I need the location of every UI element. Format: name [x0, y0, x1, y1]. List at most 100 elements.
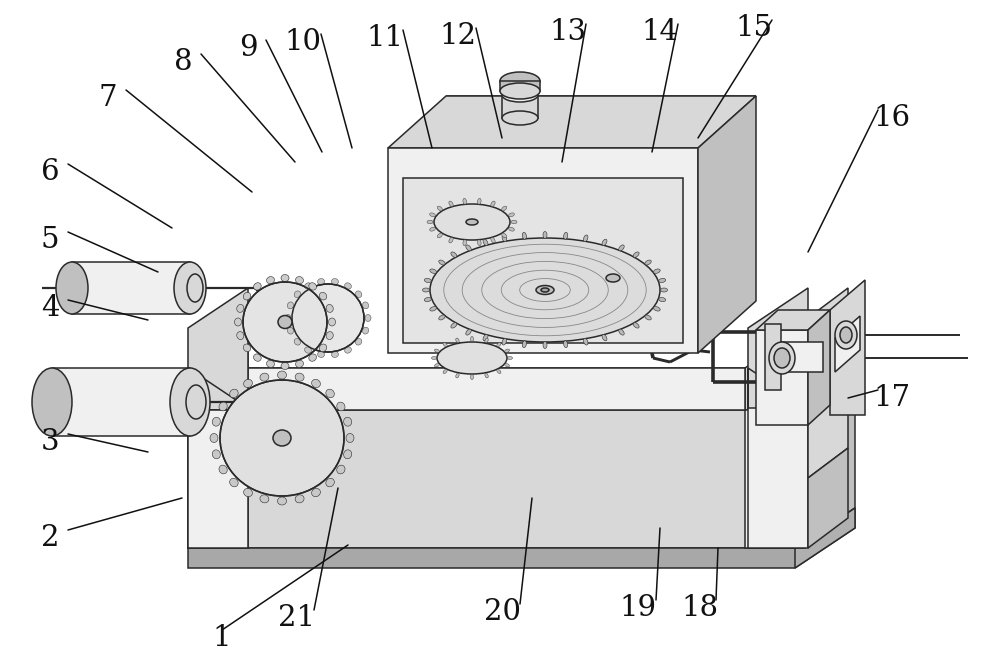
Ellipse shape [309, 354, 316, 361]
Polygon shape [188, 288, 248, 408]
Text: 14: 14 [642, 18, 678, 46]
Ellipse shape [305, 347, 311, 353]
Ellipse shape [220, 380, 344, 496]
Ellipse shape [243, 282, 327, 362]
Ellipse shape [318, 279, 325, 285]
Ellipse shape [509, 213, 514, 217]
Ellipse shape [466, 329, 471, 335]
Ellipse shape [278, 371, 287, 379]
Ellipse shape [337, 465, 345, 474]
Ellipse shape [466, 219, 478, 225]
Ellipse shape [483, 334, 488, 341]
Ellipse shape [502, 233, 507, 238]
Ellipse shape [331, 279, 338, 285]
Polygon shape [748, 288, 808, 408]
Ellipse shape [491, 201, 495, 207]
Ellipse shape [344, 450, 352, 459]
Ellipse shape [219, 465, 227, 474]
Ellipse shape [326, 305, 333, 313]
Ellipse shape [437, 233, 442, 238]
Ellipse shape [439, 315, 445, 320]
Ellipse shape [522, 232, 526, 239]
Polygon shape [72, 262, 190, 314]
Ellipse shape [564, 232, 568, 239]
Ellipse shape [508, 356, 512, 360]
Ellipse shape [427, 220, 433, 223]
Ellipse shape [355, 291, 362, 297]
Ellipse shape [237, 332, 244, 340]
Polygon shape [188, 368, 855, 410]
Text: 13: 13 [549, 18, 587, 46]
Polygon shape [248, 368, 745, 410]
Ellipse shape [602, 239, 607, 245]
Ellipse shape [502, 235, 507, 241]
Ellipse shape [278, 315, 292, 329]
Ellipse shape [254, 354, 261, 361]
Polygon shape [830, 280, 865, 415]
Polygon shape [188, 410, 248, 548]
Ellipse shape [659, 297, 666, 302]
Text: 20: 20 [484, 598, 520, 626]
Text: 2: 2 [41, 524, 59, 552]
Text: 12: 12 [440, 22, 477, 50]
Ellipse shape [522, 340, 526, 348]
Ellipse shape [365, 315, 371, 321]
Ellipse shape [319, 344, 327, 352]
Ellipse shape [449, 201, 453, 207]
Polygon shape [188, 328, 248, 410]
Ellipse shape [502, 88, 538, 102]
Text: 6: 6 [41, 158, 59, 186]
Text: 18: 18 [681, 594, 719, 622]
Polygon shape [756, 330, 808, 425]
Polygon shape [500, 81, 540, 91]
Ellipse shape [244, 379, 252, 388]
Ellipse shape [437, 342, 507, 374]
Ellipse shape [355, 338, 362, 345]
Ellipse shape [187, 274, 203, 302]
Ellipse shape [326, 478, 334, 487]
Ellipse shape [318, 351, 325, 358]
Ellipse shape [491, 237, 495, 243]
Polygon shape [795, 368, 855, 548]
Ellipse shape [260, 373, 269, 381]
Polygon shape [835, 316, 860, 372]
Ellipse shape [645, 315, 651, 320]
Ellipse shape [319, 293, 327, 300]
Text: 17: 17 [873, 384, 911, 412]
Ellipse shape [439, 260, 445, 265]
Polygon shape [502, 95, 538, 118]
Ellipse shape [346, 434, 354, 442]
Ellipse shape [505, 364, 509, 367]
Ellipse shape [500, 83, 540, 99]
Ellipse shape [237, 305, 244, 313]
Polygon shape [698, 96, 756, 353]
Ellipse shape [659, 279, 666, 283]
Ellipse shape [485, 338, 488, 343]
Ellipse shape [536, 285, 554, 295]
Text: 9: 9 [239, 34, 257, 62]
Polygon shape [808, 448, 848, 548]
Ellipse shape [633, 323, 639, 328]
Text: 7: 7 [99, 84, 117, 112]
Ellipse shape [434, 204, 510, 240]
Ellipse shape [243, 344, 251, 352]
Ellipse shape [619, 329, 624, 335]
Ellipse shape [653, 269, 660, 273]
Ellipse shape [497, 342, 501, 346]
Ellipse shape [212, 417, 220, 426]
Ellipse shape [500, 72, 540, 90]
Ellipse shape [260, 495, 269, 503]
Ellipse shape [564, 340, 568, 348]
Ellipse shape [422, 288, 430, 292]
Ellipse shape [328, 318, 336, 326]
Ellipse shape [267, 277, 274, 284]
Ellipse shape [267, 360, 274, 367]
Text: 10: 10 [285, 28, 322, 56]
Ellipse shape [502, 338, 507, 345]
Polygon shape [388, 96, 756, 148]
Ellipse shape [443, 342, 447, 346]
Ellipse shape [497, 369, 501, 374]
Ellipse shape [443, 369, 447, 374]
Ellipse shape [451, 252, 457, 257]
Ellipse shape [466, 245, 471, 251]
